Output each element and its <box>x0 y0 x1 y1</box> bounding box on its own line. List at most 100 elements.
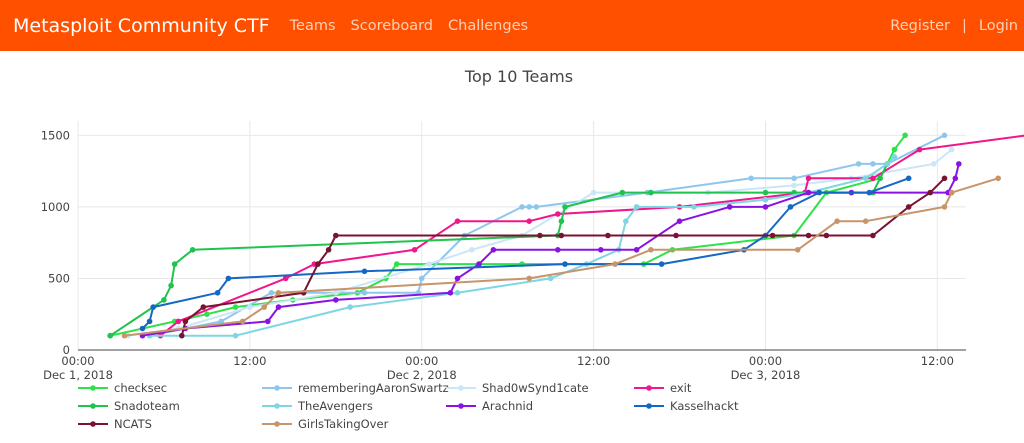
legend-item[interactable]: Shad0wSynd1cate <box>446 381 589 395</box>
data-point[interactable] <box>941 204 948 210</box>
data-point[interactable] <box>948 146 955 153</box>
data-point[interactable] <box>623 218 629 224</box>
data-point[interactable] <box>107 332 113 339</box>
data-point[interactable] <box>555 247 561 253</box>
data-point[interactable] <box>870 232 876 239</box>
data-point[interactable] <box>189 247 196 253</box>
data-point[interactable] <box>927 189 933 196</box>
data-point[interactable] <box>526 204 532 210</box>
data-point[interactable] <box>171 261 178 267</box>
data-point[interactable] <box>361 290 368 296</box>
data-point[interactable] <box>232 304 239 310</box>
data-point[interactable] <box>956 161 962 167</box>
data-point[interactable] <box>275 290 282 296</box>
data-point[interactable] <box>526 275 532 282</box>
data-point[interactable] <box>805 232 812 239</box>
data-point[interactable] <box>870 161 876 167</box>
data-point[interactable] <box>204 311 210 318</box>
data-point[interactable] <box>333 297 339 303</box>
data-point[interactable] <box>866 189 873 196</box>
legend-item[interactable]: NCATS <box>78 417 152 431</box>
data-point[interactable] <box>590 189 597 196</box>
data-point[interactable] <box>232 332 239 339</box>
data-point[interactable] <box>658 261 665 267</box>
data-point[interactable] <box>168 282 174 289</box>
data-point[interactable] <box>748 175 754 182</box>
data-point[interactable] <box>762 196 769 203</box>
data-point[interactable] <box>891 146 898 153</box>
data-point[interactable] <box>791 182 797 189</box>
data-point[interactable] <box>787 204 794 210</box>
legend-item[interactable]: Arachnid <box>446 399 533 413</box>
data-point[interactable] <box>619 189 626 196</box>
data-point[interactable] <box>454 275 461 282</box>
data-point[interactable] <box>769 232 776 239</box>
data-point[interactable] <box>418 275 425 282</box>
data-point[interactable] <box>691 204 697 210</box>
data-point[interactable] <box>952 175 959 182</box>
data-point[interactable] <box>816 189 822 196</box>
nav-link-teams[interactable]: Teams <box>289 17 336 34</box>
data-point[interactable] <box>762 189 769 196</box>
data-point[interactable] <box>941 132 948 139</box>
series-kasselhackt[interactable] <box>139 175 912 332</box>
data-point[interactable] <box>633 247 640 253</box>
data-point[interactable] <box>547 275 554 282</box>
data-point[interactable] <box>268 290 275 296</box>
data-point[interactable] <box>247 304 253 310</box>
data-point[interactable] <box>562 261 568 267</box>
data-point[interactable] <box>282 275 289 282</box>
legend-item[interactable]: checksec <box>78 381 167 395</box>
data-point[interactable] <box>469 247 475 253</box>
data-point[interactable] <box>905 204 912 210</box>
data-point[interactable] <box>823 232 830 239</box>
data-point[interactable] <box>834 218 840 224</box>
data-point[interactable] <box>855 161 862 167</box>
data-point[interactable] <box>347 304 353 310</box>
data-point[interactable] <box>146 318 153 325</box>
data-point[interactable] <box>161 297 167 303</box>
legend-item[interactable]: Kasselhackt <box>634 399 739 413</box>
data-point[interactable] <box>916 146 923 153</box>
data-point[interactable] <box>791 175 797 182</box>
data-point[interactable] <box>805 189 812 196</box>
data-point[interactable] <box>426 261 432 267</box>
data-point[interactable] <box>476 261 482 267</box>
data-point[interactable] <box>225 275 232 282</box>
data-point[interactable] <box>673 232 679 239</box>
data-point[interactable] <box>265 318 271 325</box>
data-point[interactable] <box>333 290 339 296</box>
data-point[interactable] <box>121 332 128 339</box>
data-point[interactable] <box>862 175 869 182</box>
data-point[interactable] <box>633 204 640 210</box>
data-point[interactable] <box>533 204 540 210</box>
data-point[interactable] <box>941 175 948 182</box>
data-point[interactable] <box>537 232 543 239</box>
data-point[interactable] <box>726 204 733 210</box>
data-point[interactable] <box>315 261 321 267</box>
data-point[interactable] <box>762 204 769 210</box>
data-point[interactable] <box>905 175 912 182</box>
data-point[interactable] <box>526 218 532 224</box>
data-point[interactable] <box>676 218 683 224</box>
series-girlstakingover[interactable] <box>121 175 1001 339</box>
nav-link-scoreboard[interactable]: Scoreboard <box>350 17 433 34</box>
data-point[interactable] <box>931 161 937 167</box>
data-point[interactable] <box>902 132 908 139</box>
data-point[interactable] <box>648 189 654 196</box>
data-point[interactable] <box>870 175 876 182</box>
data-point[interactable] <box>150 304 156 310</box>
data-point[interactable] <box>139 325 146 332</box>
data-point[interactable] <box>605 232 611 239</box>
data-point[interactable] <box>179 332 185 339</box>
data-point[interactable] <box>891 154 898 160</box>
data-point[interactable] <box>214 290 221 296</box>
data-point[interactable] <box>333 232 339 239</box>
data-point[interactable] <box>794 247 801 253</box>
nav-link-login[interactable]: Login <box>978 17 1018 34</box>
data-point[interactable] <box>948 189 955 196</box>
data-point[interactable] <box>182 318 189 325</box>
data-point[interactable] <box>361 268 368 275</box>
data-point[interactable] <box>393 261 400 267</box>
